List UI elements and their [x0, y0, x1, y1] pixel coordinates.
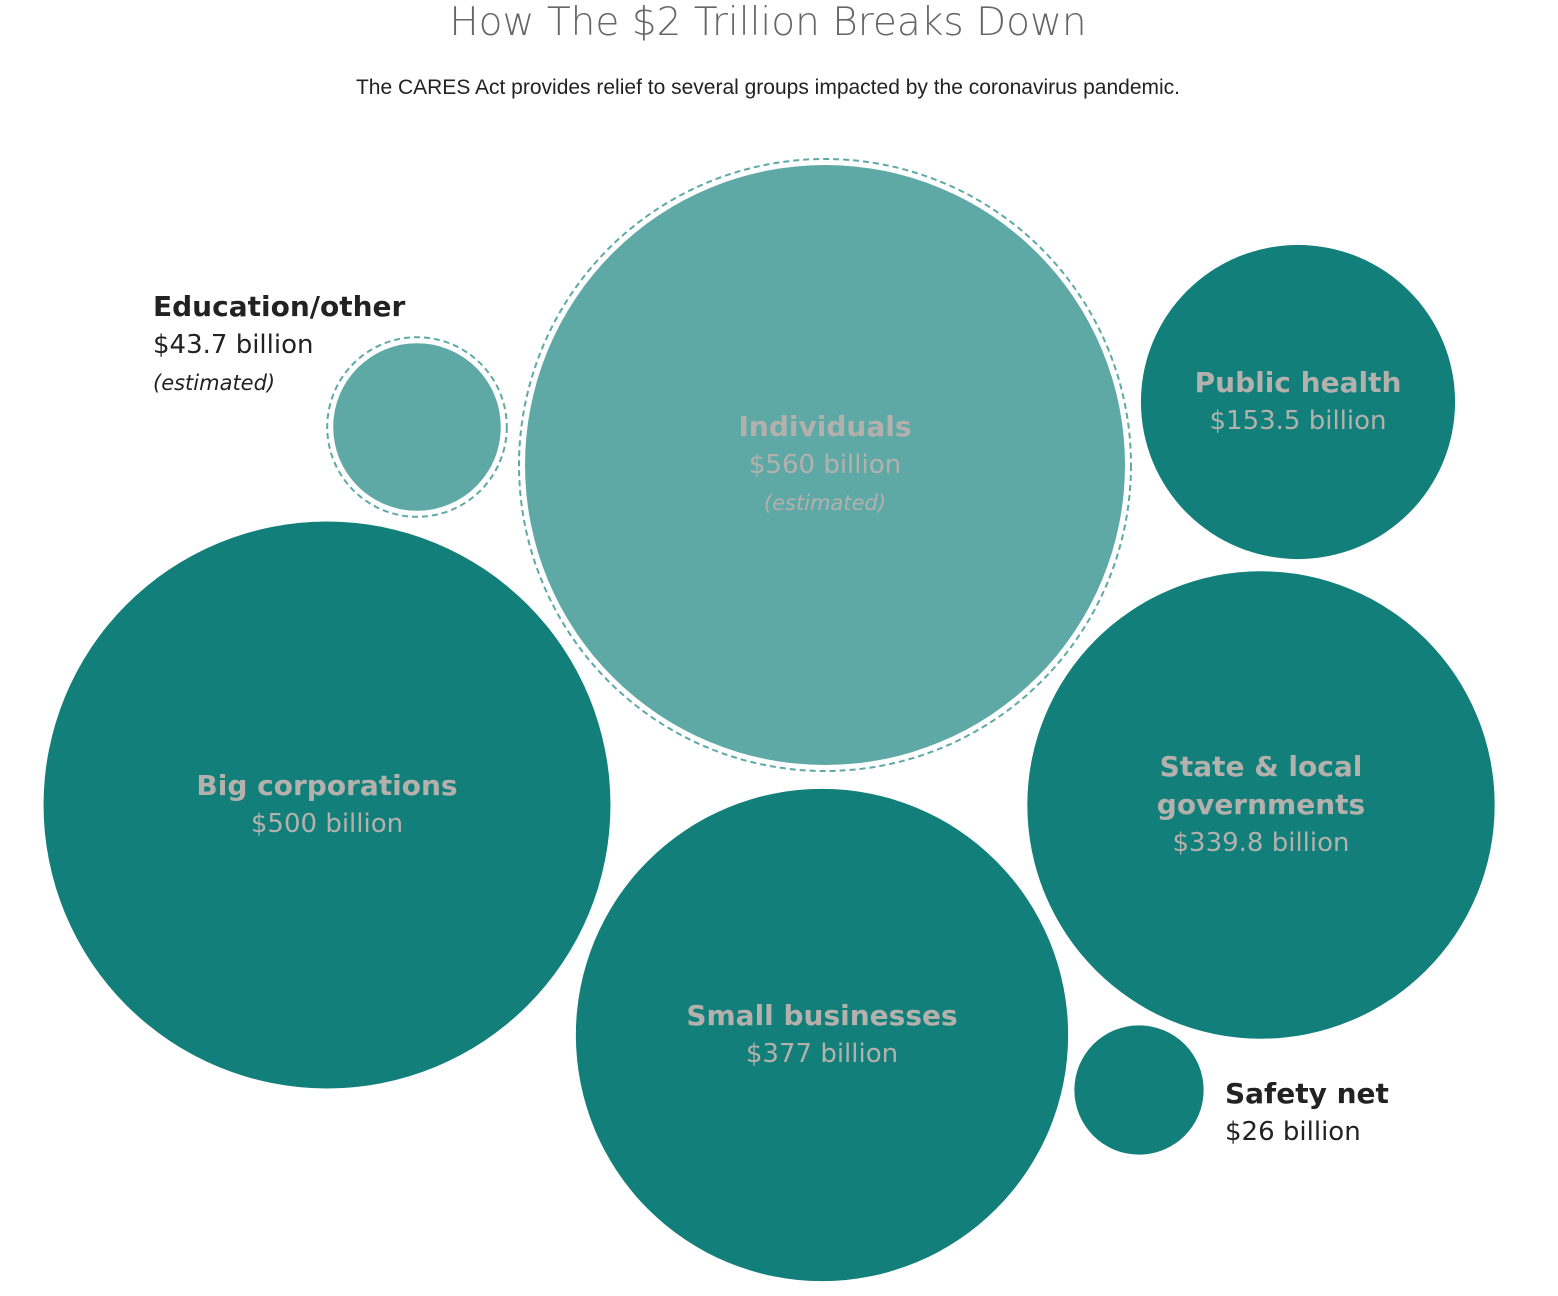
bubble: [1027, 571, 1495, 1039]
bubble-outline: [326, 336, 508, 518]
bubble-label: State & local governments $339.8 billion: [1111, 748, 1411, 862]
bubble-label: Safety net $26 billion: [1225, 1075, 1389, 1151]
category-label: Big corporations: [196, 769, 458, 802]
bubble-label: Education/other $43.7 billion (estimated): [153, 288, 405, 402]
bubble: [575, 788, 1069, 1282]
bubble-label: Public health $153.5 billion: [1195, 364, 1402, 440]
value-label: $153.5 billion: [1209, 406, 1387, 436]
bubble-label: Individuals $560 billion (estimated): [739, 408, 912, 522]
note-label: (estimated): [153, 371, 276, 395]
category-label: Small businesses: [686, 999, 958, 1032]
bubble: [1140, 244, 1456, 560]
note-label: (estimated): [763, 491, 887, 515]
bubble-label: Big corporations $500 billion: [196, 767, 457, 843]
value-label: $377 billion: [745, 1039, 899, 1069]
category-label: Public health: [1194, 366, 1402, 399]
category-label: Individuals: [738, 410, 912, 443]
category-label: Education/other: [153, 290, 406, 323]
bubble-label: Small businesses $377 billion: [686, 997, 957, 1073]
category-label: Safety net: [1225, 1077, 1389, 1110]
chart-subtitle: The CARES Act provides relief to several…: [355, 76, 1181, 99]
bubble: [333, 343, 501, 511]
bubble: [525, 165, 1125, 765]
value-label: $43.7 billion: [153, 330, 314, 360]
chart-title: How The $2 Trillion Breaks Down: [449, 0, 1087, 45]
bubble: [1074, 1025, 1204, 1155]
category-label: State & local governments: [1156, 750, 1366, 821]
value-label: $26 billion: [1225, 1117, 1361, 1147]
value-label: $500 billion: [250, 809, 404, 839]
bubble-outline: [518, 158, 1132, 772]
value-label: $560 billion: [748, 450, 902, 480]
value-label: $339.8 billion: [1172, 828, 1350, 858]
bubble: [43, 521, 611, 1089]
